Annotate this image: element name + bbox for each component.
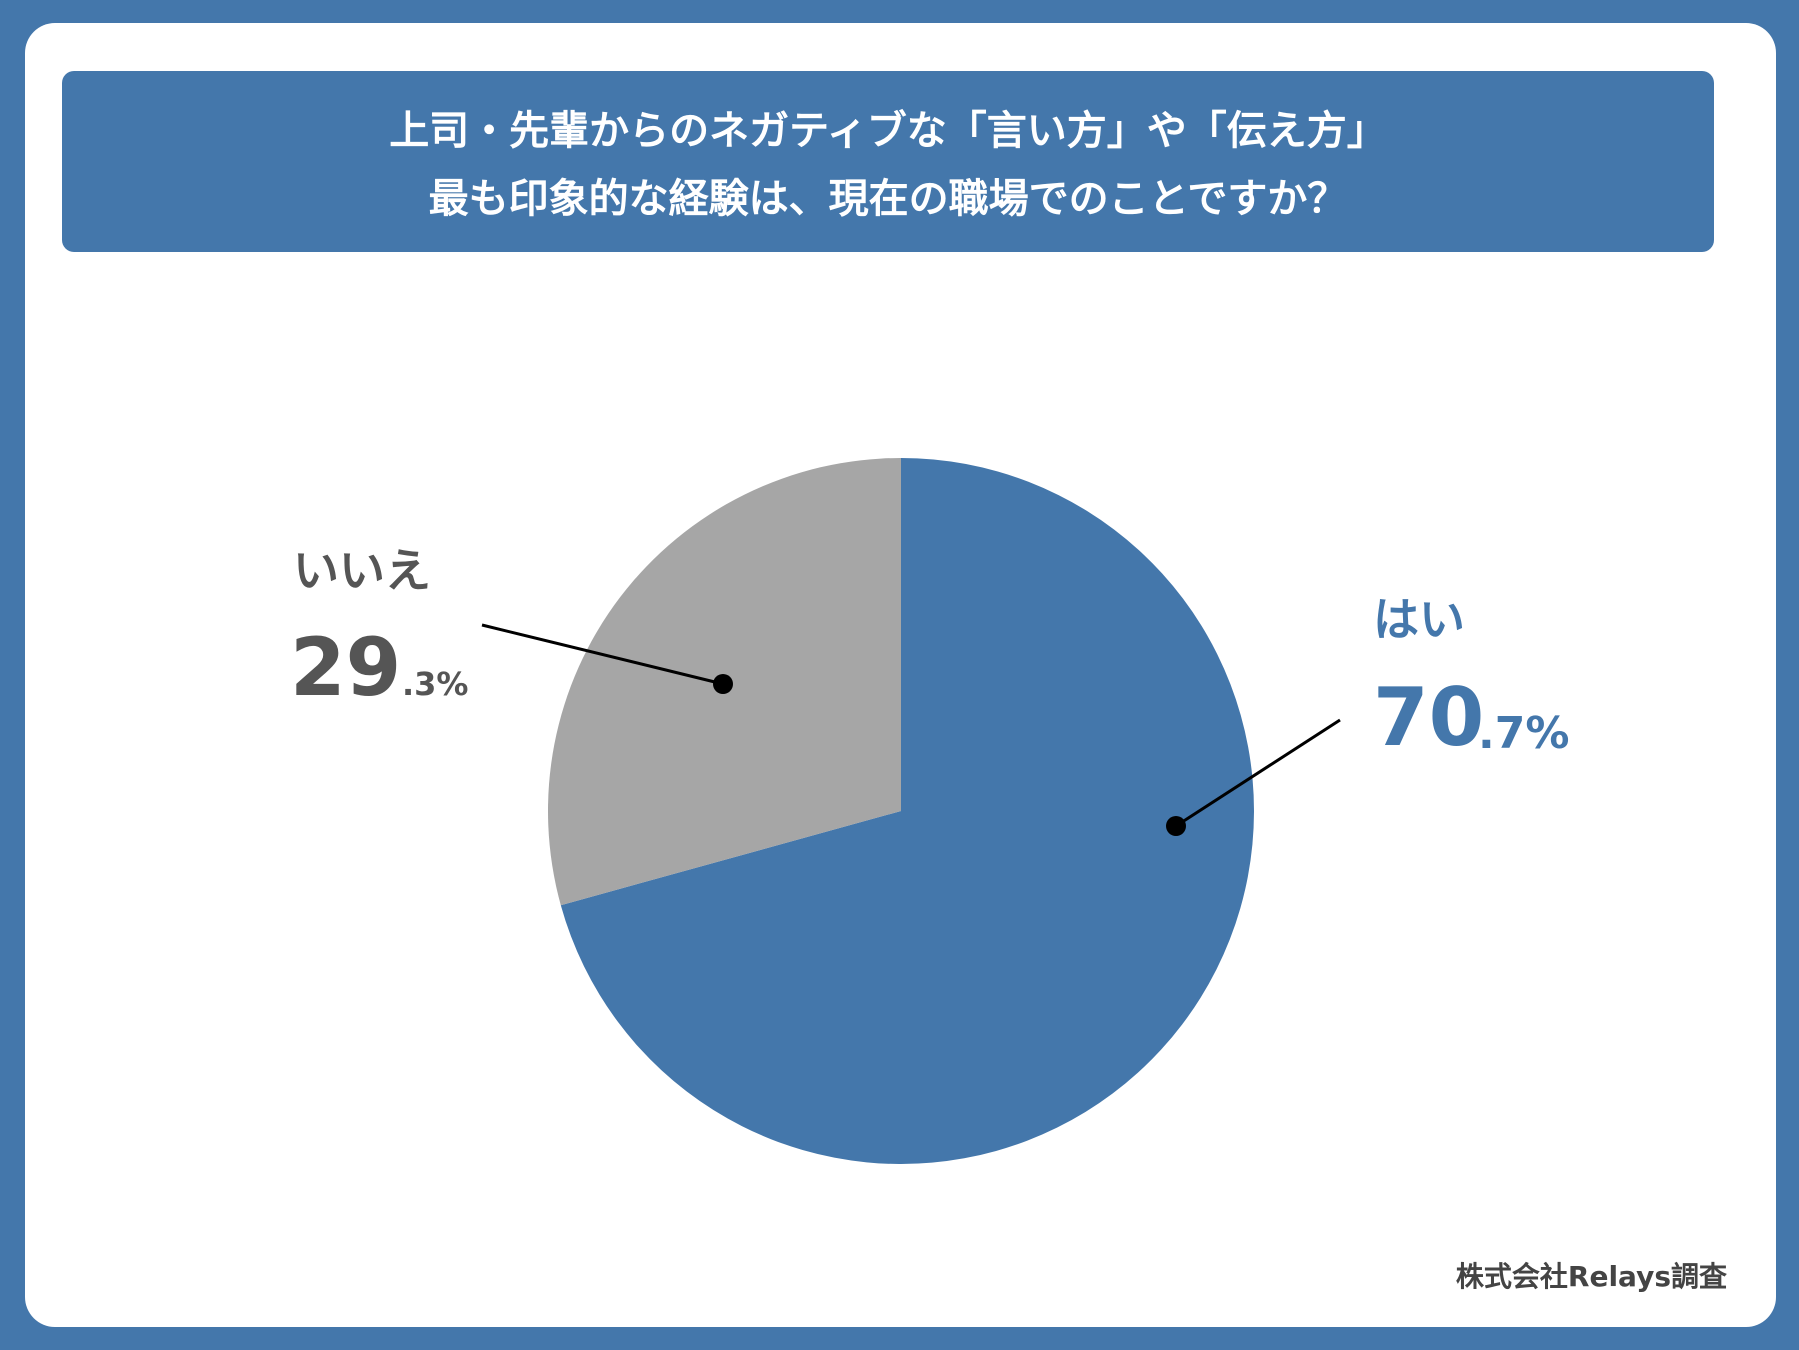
leader-dot (713, 674, 733, 694)
header-band (62, 71, 1714, 252)
leader-line (481, 623, 724, 686)
leader-dot (1166, 816, 1186, 836)
value-label: 70 (1373, 671, 1484, 764)
category-label: いいえ (293, 544, 431, 598)
chart-title: 最も印象的な経験は、現在の職場でのことですか？ (429, 176, 1348, 222)
leader-line (1175, 718, 1341, 828)
value-label: .7% (1478, 708, 1569, 759)
source: 株式会社Relays調査 (1456, 1260, 1727, 1293)
value-label: 29 (290, 621, 401, 714)
pie-slice (560, 458, 1254, 1165)
value-label: .3% (402, 665, 468, 703)
category-label: はい (1373, 593, 1465, 647)
chart-title: 上司・先輩からのネガティブな「言い方」や「伝え方」 (389, 108, 1387, 154)
